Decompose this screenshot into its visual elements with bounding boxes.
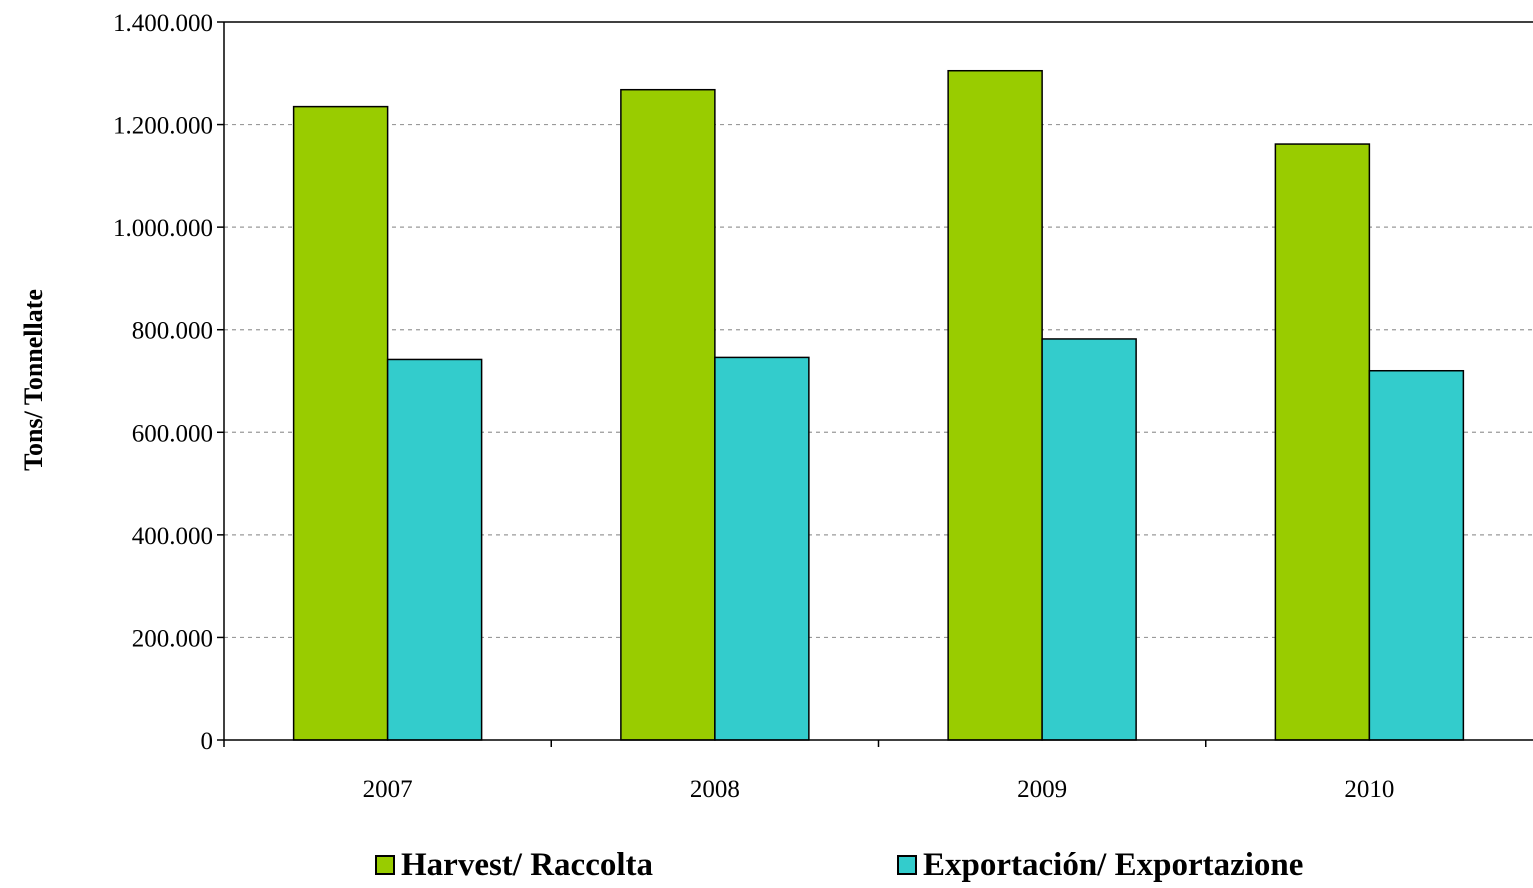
bar-harvest-2008	[620, 88, 716, 741]
x-tick-label: 2010	[1344, 776, 1394, 803]
y-axis-title: Tons/ Tonnellate	[19, 289, 48, 471]
y-tick-label: 1.000.000	[113, 215, 213, 242]
bar-harvest-2009	[947, 69, 1043, 741]
legend-label-exportacion: Exportación/ Exportazione	[923, 847, 1304, 883]
y-tick-label: 0	[201, 728, 214, 755]
bar-harvest-2007	[292, 105, 389, 741]
y-tick-label: 1.400.000	[113, 10, 213, 37]
y-tick-label: 800.000	[132, 318, 213, 345]
legend-swatch-harvest	[375, 855, 395, 875]
x-tick-label: 2008	[690, 776, 740, 803]
legend: Harvest/ Raccolta Exportación/ Exportazi…	[0, 842, 1533, 888]
bar-exportacion-2007	[386, 358, 483, 741]
legend-item-exportacion: Exportación/ Exportazione	[897, 842, 1303, 888]
legend-label-harvest: Harvest/ Raccolta	[401, 847, 653, 883]
x-tick-label: 2007	[363, 776, 413, 803]
y-tick-label: 400.000	[132, 523, 213, 550]
bar-exportacion-2008	[714, 356, 810, 741]
bar-exportacion-2010	[1368, 369, 1465, 741]
legend-item-harvest: Harvest/ Raccolta	[375, 842, 653, 888]
bar-exportacion-2009	[1041, 338, 1137, 741]
legend-swatch-exportacion	[897, 855, 917, 875]
bars	[292, 69, 1465, 741]
x-tick-label: 2009	[1017, 776, 1067, 803]
axes: 0 200.000 400.000 600.000 800.000 1.000.000 1.…	[113, 10, 1533, 803]
bar-chart: 0 200.000 400.000 600.000 800.000 1.000.000 1.…	[19, 10, 1533, 803]
y-tick-label: 1.200.000	[113, 113, 213, 140]
y-tick-label: 200.000	[132, 625, 213, 652]
bar-harvest-2010	[1274, 143, 1371, 741]
y-tick-label: 600.000	[132, 420, 213, 447]
